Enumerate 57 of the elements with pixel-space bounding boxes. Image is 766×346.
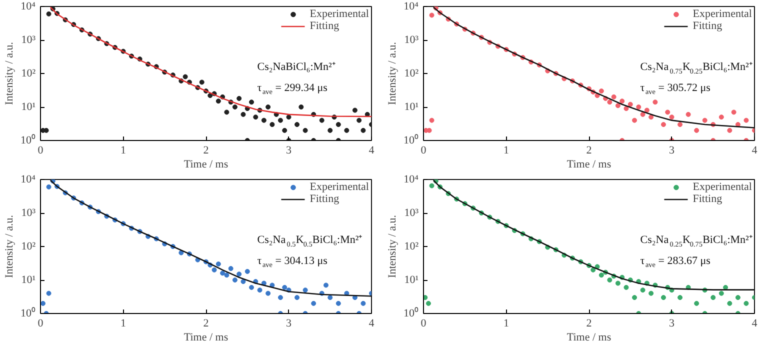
y-tick-label: 10¹	[21, 101, 36, 113]
y-axis-title: Intensity / a.u.	[4, 42, 16, 105]
y-axis-title: Intensity / a.u.	[386, 42, 398, 105]
y-tick-label: 10³	[404, 207, 420, 219]
y-tick-label: 10⁴	[20, 174, 36, 186]
x-tick-label: 0	[38, 144, 44, 156]
x-axis-title: Time / ms	[184, 158, 228, 170]
legend-label: Experimental	[692, 181, 752, 193]
annotation: Cs₂NaBiCl₆:Mn²⁺	[257, 60, 336, 73]
y-tick-label: 10²	[404, 240, 420, 252]
x-tick-label: 3	[286, 144, 292, 156]
legend-label: Fitting	[692, 20, 722, 32]
x-tick-label: 2	[586, 318, 592, 330]
x-tick-label: 4	[368, 318, 375, 330]
legend-label: Fitting	[310, 20, 340, 32]
x-tick-label: 2	[203, 144, 209, 156]
x-tick-label: 0	[38, 318, 44, 330]
y-tick-label: 10¹	[21, 274, 36, 286]
x-axis-title: Time / ms	[566, 158, 612, 170]
x-tick-label: 1	[504, 144, 509, 156]
y-tick-label: 10²	[21, 240, 36, 252]
x-tick-label: 1	[120, 318, 126, 330]
y-tick-label: 10⁰	[20, 306, 36, 320]
y-tick-label: 10³	[21, 207, 36, 219]
x-tick-label: 0	[420, 318, 427, 330]
y-tick-label: 10⁴	[20, 0, 36, 12]
legend-label: Experimental	[310, 8, 369, 20]
legend-label: Experimental	[692, 8, 752, 20]
y-tick-label: 10⁴	[404, 174, 419, 186]
legend-label: Fitting	[310, 193, 340, 205]
y-tick-label: 10²	[21, 68, 36, 80]
x-tick-label: 3	[669, 318, 675, 330]
x-tick-label: 2	[586, 144, 592, 156]
x-tick-label: 1	[120, 144, 126, 156]
y-tick-label: 10³	[404, 34, 420, 46]
x-tick-label: 2	[203, 318, 209, 330]
y-tick-label: 10⁴	[404, 0, 419, 12]
x-tick-label: 0	[420, 144, 427, 156]
y-tick-label: 10⁰	[404, 306, 418, 320]
y-tick-label: 10²	[404, 68, 420, 80]
x-tick-label: 4	[368, 144, 375, 156]
y-tick-label: 10⁰	[404, 134, 418, 146]
x-tick-label: 3	[669, 144, 675, 156]
y-tick-label: 10¹	[404, 274, 419, 286]
y-tick-label: 10³	[21, 34, 36, 46]
x-tick-label: 4	[752, 318, 758, 330]
y-tick-label: 10¹	[404, 101, 419, 113]
x-tick-label: 1	[504, 318, 509, 330]
legend-label: Fitting	[692, 193, 722, 205]
y-tick-label: 10⁰	[20, 134, 36, 146]
x-axis-title: Time / ms	[566, 332, 612, 344]
x-tick-label: 3	[286, 318, 292, 330]
x-tick-label: 4	[752, 144, 758, 156]
y-axis-title: Intensity / a.u.	[4, 214, 16, 278]
legend-label: Experimental	[310, 181, 369, 193]
x-axis-title: Time / ms	[184, 332, 228, 344]
y-axis-title: Intensity / a.u.	[386, 214, 398, 278]
